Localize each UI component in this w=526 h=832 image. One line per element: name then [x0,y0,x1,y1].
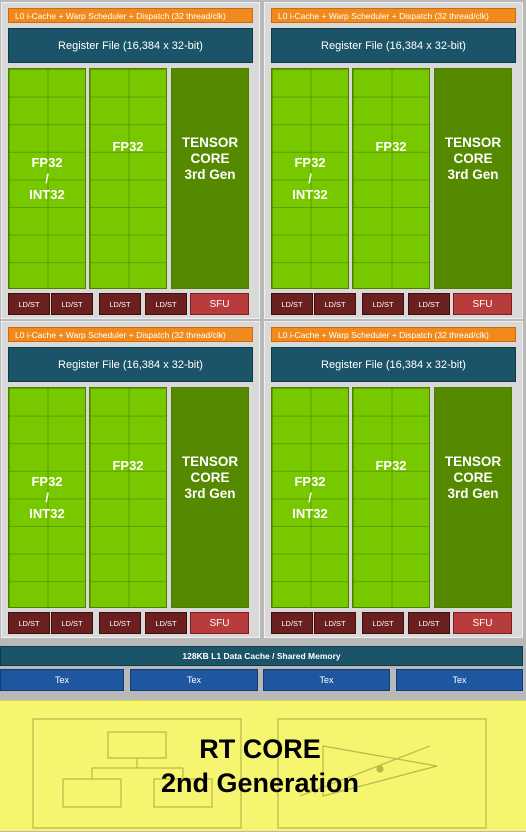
sfu-unit: SFU [453,293,512,315]
ldst-unit: LD/ST [362,293,404,315]
rt-core-title: RT CORE [199,734,321,764]
rt-core-subtitle: 2nd Generation [160,768,360,798]
unit-label-line: CORE [190,150,230,166]
unit-label-line: TENSOR [444,134,502,150]
unit-label-line: CORE [453,150,493,166]
unit-label-line: FP32 [31,473,63,489]
tex-unit: Tex [396,669,523,691]
ldst-unit: LD/ST [8,612,50,634]
ldst-unit: LD/ST [408,293,450,315]
ldst-unit: LD/ST [99,293,141,315]
sfu-unit: SFU [453,612,512,634]
unit-label: FP32 [112,138,144,154]
unit-label-line: 3rd Gen [447,166,499,182]
processing-block: L0 i-Cache + Warp Scheduler + Dispatch (… [1,2,260,319]
ldst-unit: LD/ST [145,612,187,634]
fp32-unit: FP32 [89,68,167,289]
warp-scheduler: L0 i-Cache + Warp Scheduler + Dispatch (… [271,8,516,23]
tensor-core: TENSOR CORE 3rd Gen [171,387,249,608]
unit-label-line: TENSOR [181,453,239,469]
unit-label-line: TENSOR [181,134,239,150]
unit-label-line: CORE [453,469,493,485]
unit-label-line: 3rd Gen [184,166,236,182]
ldst-unit: LD/ST [8,293,50,315]
tensor-core: TENSOR CORE 3rd Gen [434,387,512,608]
unit-label-line: INT32 [29,186,65,202]
ldst-unit: LD/ST [271,293,313,315]
unit-label: FP32 [112,457,144,473]
fp32-unit: FP32 [352,387,430,608]
ldst-unit: LD/ST [408,612,450,634]
fp32-int32-unit: FP32/INT32 [8,387,86,608]
ldst-unit: LD/ST [362,612,404,634]
fp32-unit: FP32 [352,68,430,289]
ldst-unit: LD/ST [51,612,93,634]
unit-label-line: TENSOR [444,453,502,469]
unit-label-line: FP32 [31,154,63,170]
ldst-unit: LD/ST [314,612,356,634]
sfu-unit: SFU [190,612,249,634]
unit-label-line: / [45,489,49,505]
ldst-unit: LD/ST [314,293,356,315]
tex-unit: Tex [130,669,258,691]
fp32-int32-unit: FP32/INT32 [271,68,349,289]
unit-label-line: CORE [190,469,230,485]
register-file: Register File (16,384 x 32-bit) [8,28,253,63]
ldst-unit: LD/ST [145,293,187,315]
rt-core: RT CORE 2nd Generation [0,700,526,831]
unit-label: FP32 [375,457,407,473]
ldst-unit: LD/ST [99,612,141,634]
processing-block: L0 i-Cache + Warp Scheduler + Dispatch (… [264,2,523,319]
rt-core-illustration [32,718,487,829]
warp-scheduler: L0 i-Cache + Warp Scheduler + Dispatch (… [8,327,253,342]
unit-label-line: INT32 [29,505,65,521]
ldst-unit: LD/ST [271,612,313,634]
sfu-unit: SFU [190,293,249,315]
fp32-unit: FP32 [89,387,167,608]
warp-scheduler: L0 i-Cache + Warp Scheduler + Dispatch (… [271,327,516,342]
processing-block: L0 i-Cache + Warp Scheduler + Dispatch (… [264,321,523,638]
ldst-unit: LD/ST [51,293,93,315]
unit-label: FP32 [375,138,407,154]
register-file: Register File (16,384 x 32-bit) [271,347,516,382]
processing-block: L0 i-Cache + Warp Scheduler + Dispatch (… [1,321,260,638]
unit-label-line: 3rd Gen [447,485,499,501]
tensor-core: TENSOR CORE 3rd Gen [171,68,249,289]
unit-label-line: FP32 [294,154,326,170]
tex-unit: Tex [263,669,390,691]
fp32-int32-unit: FP32/INT32 [8,68,86,289]
unit-label-line: 3rd Gen [184,485,236,501]
tensor-core: TENSOR CORE 3rd Gen [434,68,512,289]
unit-label-line: / [308,489,312,505]
unit-label-line: / [308,170,312,186]
unit-label-line: INT32 [292,505,328,521]
unit-label-line: INT32 [292,186,328,202]
fp32-int32-unit: FP32/INT32 [271,387,349,608]
l1-data-cache: 128KB L1 Data Cache / Shared Memory [0,646,523,666]
tex-unit: Tex [0,669,124,691]
unit-label-line: FP32 [294,473,326,489]
warp-scheduler: L0 i-Cache + Warp Scheduler + Dispatch (… [8,8,253,23]
unit-label-line: / [45,170,49,186]
register-file: Register File (16,384 x 32-bit) [271,28,516,63]
register-file: Register File (16,384 x 32-bit) [8,347,253,382]
